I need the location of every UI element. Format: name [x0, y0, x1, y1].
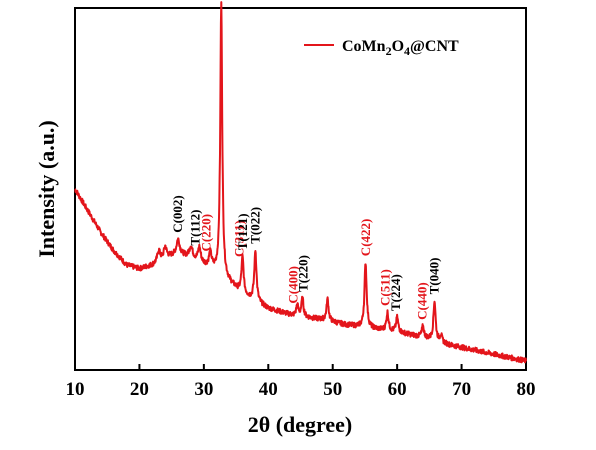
x-tick-label-50: 50 [323, 379, 342, 400]
peak-label-t112: T(112) [188, 209, 203, 245]
peak-label-t220: T(220) [296, 255, 311, 292]
peak-label-c311: C(311) [231, 220, 246, 257]
peak-label-t040: T(040) [427, 258, 442, 295]
legend-label: CoMn2O4@CNT [342, 38, 459, 58]
peak-label-t121: T(121) [235, 213, 250, 250]
x-axis-ticks: 10 20 30 40 50 60 70 80 [66, 364, 536, 400]
y-axis-title: Intensity (a.u.) [34, 120, 59, 258]
peak-label-c002: C(002) [170, 195, 185, 233]
peak-label-c422: C(422) [358, 219, 373, 257]
x-tick-label-80: 80 [517, 379, 536, 400]
x-tick-label-20: 20 [130, 379, 149, 400]
x-tick-label-40: 40 [259, 379, 278, 400]
peak-label-c440: C(440) [414, 282, 429, 320]
peak-label-t224: T(224) [388, 274, 403, 311]
x-axis-title: 2θ (degree) [248, 412, 353, 437]
x-tick-label-70: 70 [452, 379, 471, 400]
plot-frame [74, 7, 527, 371]
peak-label-t022: T(022) [247, 207, 262, 244]
x-tick-label-10: 10 [66, 379, 85, 400]
x-tick-label-30: 30 [194, 379, 213, 400]
peak-annotations: T(103)C(002)T(112)C(220)C(311)T(121)T(02… [170, 195, 442, 320]
peak-label-c220: C(220) [198, 214, 213, 252]
peak-label-c400: C(400) [285, 266, 300, 304]
peak-label-c511: C(511) [378, 269, 393, 306]
legend: CoMn2O4@CNT [304, 38, 459, 58]
series-line-comn2o4-cnt [74, 1, 527, 364]
x-tick-label-60: 60 [388, 379, 407, 400]
